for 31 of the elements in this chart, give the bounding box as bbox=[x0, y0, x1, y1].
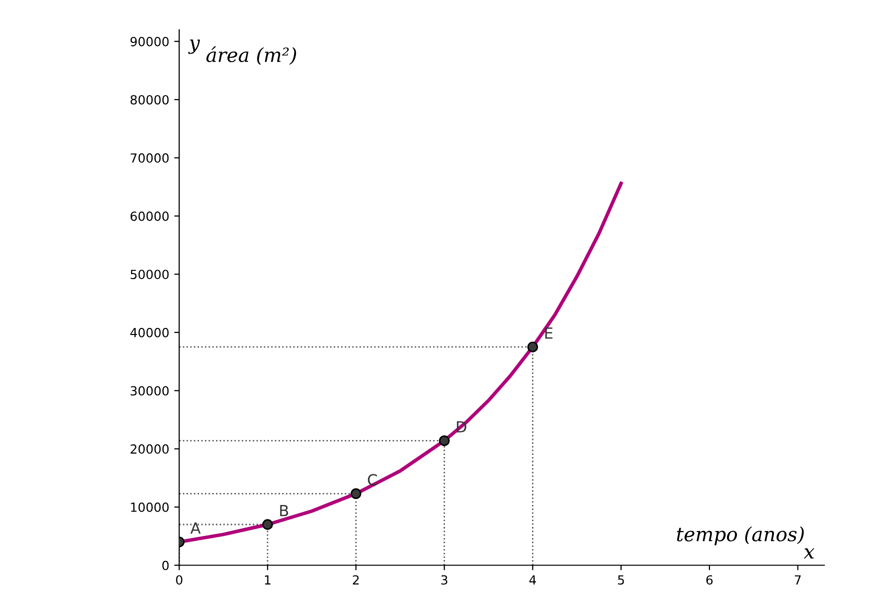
x-tick-label: 5 bbox=[618, 575, 624, 585]
annotation: D bbox=[456, 421, 466, 432]
annotation: E bbox=[545, 328, 552, 339]
point bbox=[527, 342, 538, 352]
y-tick-label: 70000 bbox=[130, 153, 169, 163]
point bbox=[438, 435, 450, 446]
annotation: A bbox=[190, 522, 201, 534]
annotation: x bbox=[804, 548, 814, 559]
x-tick-label: 2 bbox=[352, 575, 359, 584]
y-tick-label: 10000 bbox=[131, 502, 169, 512]
y-tick-label: 50000 bbox=[130, 270, 169, 280]
point bbox=[350, 488, 362, 500]
y-tick-label: 0 bbox=[162, 560, 169, 570]
x-tick-label: 7 bbox=[794, 575, 801, 584]
y-tick-label: 90000 bbox=[130, 36, 169, 46]
x-axis-title: tempo (anos) bbox=[676, 526, 804, 546]
annotation: y bbox=[188, 40, 200, 54]
x-tick-label: 0 bbox=[176, 575, 182, 585]
x-tick-label: 3 bbox=[441, 575, 448, 585]
y-tick-label: 40000 bbox=[130, 328, 169, 338]
x-tick-label: 1 bbox=[264, 575, 270, 584]
x-tick-label: 4 bbox=[529, 575, 536, 584]
annotation: B bbox=[280, 505, 288, 516]
x-tick-label: 6 bbox=[706, 575, 713, 585]
y-tick-label: 60000 bbox=[130, 211, 169, 221]
annotation: C bbox=[368, 474, 377, 486]
y-axis-title: área (m²) bbox=[206, 46, 296, 65]
y-tick-label: 20000 bbox=[130, 444, 169, 454]
y-tick-label: 80000 bbox=[130, 95, 169, 105]
y-tick-label: 30000 bbox=[130, 386, 169, 396]
point bbox=[262, 519, 273, 530]
